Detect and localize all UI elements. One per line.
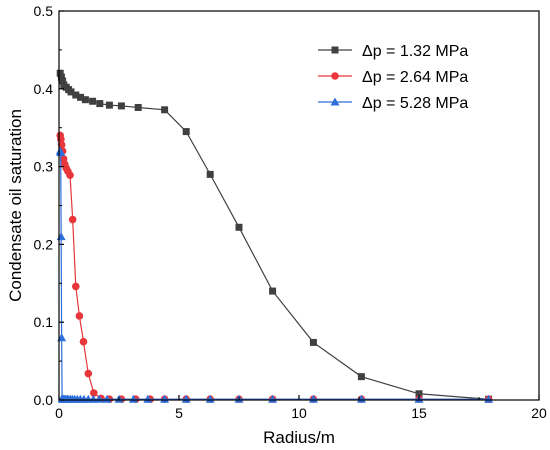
data-point [56, 69, 64, 77]
data-point [356, 394, 366, 403]
legend-entry: Δp = 5.28 MPa [318, 95, 468, 112]
data-point [75, 312, 84, 320]
data-point [128, 394, 138, 403]
y-tick-label: 0.2 [34, 236, 54, 252]
legend-label: Δp = 2.64 MPa [362, 69, 468, 86]
data-point [57, 73, 65, 81]
data-point [269, 287, 277, 295]
data-point [96, 100, 104, 108]
data-point [81, 96, 89, 104]
data-point [415, 390, 423, 398]
legend: Δp = 1.32 MPa Δp = 2.64 MPa Δp = 5.28 MPa [318, 43, 468, 112]
data-point [181, 394, 191, 403]
legend-label: Δp = 1.32 MPa [362, 43, 468, 60]
x-tick-label: 5 [175, 405, 183, 421]
legend-marker [330, 97, 340, 106]
legend-marker [331, 46, 339, 54]
data-point [79, 337, 88, 346]
data-point [72, 91, 80, 99]
data-point [88, 394, 98, 403]
data-point [56, 232, 66, 241]
x-tick-label: 20 [531, 405, 547, 421]
series-3 [55, 146, 494, 403]
data-point [90, 389, 98, 397]
y-tick-label: 0.4 [34, 81, 54, 97]
data-point [102, 394, 112, 403]
y-tick-label: 0.1 [34, 314, 54, 330]
data-point [89, 97, 97, 105]
data-point [94, 394, 104, 403]
series-line [59, 73, 489, 400]
data-point [357, 373, 365, 381]
x-tick-label: 0 [55, 405, 63, 421]
data-point [105, 101, 113, 109]
data-point [66, 171, 74, 179]
x-tick-label: 10 [291, 405, 307, 421]
data-point [77, 93, 85, 101]
series-line [59, 150, 489, 400]
series-line [59, 135, 489, 400]
legend-entry: Δp = 1.32 MPa [318, 43, 468, 60]
series-2 [56, 131, 493, 404]
data-point [309, 338, 317, 346]
data-point [84, 369, 93, 378]
y-tick-label: 0.0 [34, 392, 54, 408]
y-tick-label: 0.5 [34, 3, 54, 19]
data-point [161, 106, 169, 114]
data-point [205, 394, 215, 403]
y-tick-label: 0.3 [34, 159, 54, 175]
data-point [160, 394, 170, 403]
data-point [206, 170, 214, 178]
series-layer [55, 69, 494, 404]
data-point [68, 215, 77, 224]
data-point [72, 282, 80, 291]
y-axis-title: Condensate oil saturation [6, 109, 25, 302]
data-point [308, 394, 318, 403]
x-tick-label: 15 [411, 405, 427, 421]
x-axis-title: Radius/m [263, 428, 335, 447]
data-point [134, 103, 142, 111]
data-point [143, 394, 153, 403]
legend-entry: Δp = 2.64 MPa [318, 69, 468, 86]
data-point [182, 128, 190, 136]
data-point [57, 141, 66, 149]
data-point [484, 394, 494, 403]
legend-marker [331, 72, 339, 80]
data-point [67, 88, 75, 96]
data-point [235, 223, 243, 231]
legend-label: Δp = 5.28 MPa [362, 95, 468, 112]
data-point [59, 77, 67, 85]
data-point [117, 102, 125, 110]
ticks-layer: 0 5 10 15 20 0.0 0.1 0.2 0.3 0.4 0.5 [34, 3, 547, 421]
data-point [268, 394, 278, 403]
series-1 [56, 69, 493, 403]
